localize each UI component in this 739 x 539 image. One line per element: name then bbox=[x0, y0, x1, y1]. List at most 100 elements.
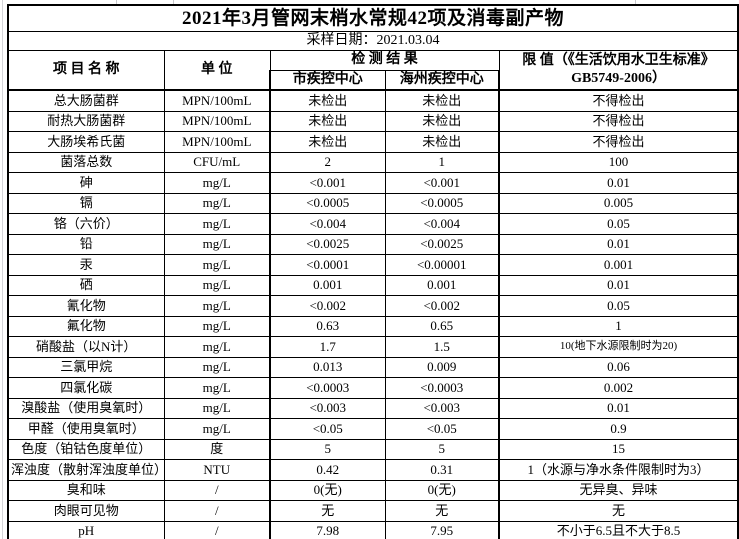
unit-cell: mg/L bbox=[163, 233, 271, 255]
haizhou-cdc-result-cell: 7.95 bbox=[384, 520, 500, 539]
param-name-cell: 硝酸盐（以N计） bbox=[7, 336, 165, 358]
param-name-cell: 铬（六价） bbox=[7, 213, 165, 235]
limit-cell: 0.005 bbox=[497, 192, 739, 214]
haizhou-cdc-result-cell: 1 bbox=[384, 151, 500, 173]
sampling-date: 采样日期：2021.03.04 bbox=[7, 31, 739, 51]
limit-cell: 0.06 bbox=[497, 356, 739, 378]
unit-cell: / bbox=[163, 500, 271, 522]
excel-gridline-top-3 bbox=[635, 0, 636, 4]
city-cdc-result-cell: 0.42 bbox=[269, 459, 386, 481]
city-cdc-result-cell: 1.7 bbox=[269, 336, 386, 358]
unit-cell: mg/L bbox=[163, 356, 271, 378]
limit-cell: 0.05 bbox=[497, 295, 739, 317]
city-cdc-result-cell: 0.001 bbox=[269, 274, 386, 296]
param-name-cell: 菌落总数 bbox=[7, 151, 165, 173]
table-row: 浑浊度（散射浑浊度单位） NTU 0.42 0.31 1（水源与净水条件限制时为… bbox=[7, 459, 739, 481]
haizhou-cdc-result-cell: <0.003 bbox=[384, 397, 500, 419]
water-quality-table: 2021年3月管网末梢水常规42项及消毒副产物 采样日期：2021.03.04 … bbox=[7, 4, 739, 539]
limit-cell: 10(地下水源限制时为20) bbox=[497, 336, 739, 358]
param-name-cell: 镉 bbox=[7, 192, 165, 214]
param-name-cell: 四氯化碳 bbox=[7, 377, 165, 399]
limit-cell: 0.01 bbox=[497, 274, 739, 296]
unit-cell: MPN/100mL bbox=[163, 110, 271, 132]
haizhou-cdc-result-cell: 0.009 bbox=[384, 356, 500, 378]
page-title: 2021年3月管网末梢水常规42项及消毒副产物 bbox=[7, 4, 739, 32]
city-cdc-result-cell: <0.0003 bbox=[269, 377, 386, 399]
unit-cell: MPN/100mL bbox=[163, 89, 271, 112]
table-body: 总大肠菌群 MPN/100mL 未检出 未检出 不得检出 耐热大肠菌群 MPN/… bbox=[7, 89, 739, 539]
city-cdc-result-cell: <0.0005 bbox=[269, 192, 386, 214]
haizhou-cdc-result-cell: 0.65 bbox=[384, 315, 500, 337]
unit-cell: CFU/mL bbox=[163, 151, 271, 173]
limit-cell: 100 bbox=[497, 151, 739, 173]
city-cdc-result-cell: 5 bbox=[269, 438, 386, 460]
table-row: 铅 mg/L <0.0025 <0.0025 0.01 bbox=[7, 233, 739, 255]
city-cdc-result-cell: 未检出 bbox=[269, 89, 386, 112]
param-name-cell: 肉眼可见物 bbox=[7, 500, 165, 522]
table-row: 砷 mg/L <0.001 <0.001 0.01 bbox=[7, 172, 739, 194]
excel-gridline-top-2 bbox=[173, 0, 174, 4]
unit-cell: mg/L bbox=[163, 397, 271, 419]
haizhou-cdc-result-cell: <0.05 bbox=[384, 418, 500, 440]
col-header-city-cdc: 市疾控中心 bbox=[269, 69, 386, 91]
limit-header-line2: GB5749-2006） bbox=[571, 70, 666, 86]
param-name-cell: 硒 bbox=[7, 274, 165, 296]
city-cdc-result-cell: 未检出 bbox=[269, 110, 386, 132]
limit-header-line1: 限 值（《生活饮用水卫生标准》 bbox=[522, 53, 715, 69]
haizhou-cdc-result-cell: 1.5 bbox=[384, 336, 500, 358]
unit-cell: / bbox=[163, 520, 271, 539]
city-cdc-result-cell: 2 bbox=[269, 151, 386, 173]
city-cdc-result-cell: <0.002 bbox=[269, 295, 386, 317]
unit-cell: mg/L bbox=[163, 315, 271, 337]
unit-cell: / bbox=[163, 479, 271, 501]
haizhou-cdc-result-cell: <0.0025 bbox=[384, 233, 500, 255]
haizhou-cdc-result-cell: <0.0005 bbox=[384, 192, 500, 214]
param-name-cell: 汞 bbox=[7, 254, 165, 276]
limit-cell: 不小于6.5且不大于8.5 bbox=[497, 520, 739, 539]
table-header: 2021年3月管网末梢水常规42项及消毒副产物 采样日期：2021.03.04 … bbox=[7, 4, 739, 91]
limit-cell: 0.01 bbox=[497, 233, 739, 255]
title-row: 2021年3月管网末梢水常规42项及消毒副产物 bbox=[7, 4, 739, 32]
limit-cell: 0.01 bbox=[497, 172, 739, 194]
col-header-unit: 单 位 bbox=[163, 49, 271, 91]
param-name-cell: 色度（铂钴色度单位） bbox=[7, 438, 165, 460]
table-row: 溴酸盐（使用臭氧时） mg/L <0.003 <0.003 0.01 bbox=[7, 397, 739, 419]
haizhou-cdc-result-cell: 0(无) bbox=[384, 479, 500, 501]
haizhou-cdc-result-cell: <0.00001 bbox=[384, 254, 500, 276]
limit-cell: 不得检出 bbox=[497, 89, 739, 112]
table-row: 臭和味 / 0(无) 0(无) 无异臭、异味 bbox=[7, 479, 739, 501]
city-cdc-result-cell: 未检出 bbox=[269, 131, 386, 153]
table-row: 铬（六价） mg/L <0.004 <0.004 0.05 bbox=[7, 213, 739, 235]
col-header-limit: 限 值（《生活饮用水卫生标准》 GB5749-2006） bbox=[498, 49, 739, 91]
limit-cell: 1 bbox=[497, 315, 739, 337]
table-row: 三氯甲烷 mg/L 0.013 0.009 0.06 bbox=[7, 356, 739, 378]
limit-cell: 0.05 bbox=[497, 213, 739, 235]
unit-cell: mg/L bbox=[163, 192, 271, 214]
param-name-cell: 砷 bbox=[7, 172, 165, 194]
haizhou-cdc-result-cell: <0.004 bbox=[384, 213, 500, 235]
table-row: 氟化物 mg/L 0.63 0.65 1 bbox=[7, 315, 739, 337]
param-name-cell: 浑浊度（散射浑浊度单位） bbox=[7, 459, 165, 481]
unit-cell: mg/L bbox=[163, 336, 271, 358]
table-row: 四氯化碳 mg/L <0.0003 <0.0003 0.002 bbox=[7, 377, 739, 399]
table-row: 色度（铂钴色度单位） 度 5 5 15 bbox=[7, 438, 739, 460]
excel-gridline-top-1 bbox=[116, 0, 117, 4]
limit-cell: 0.01 bbox=[497, 397, 739, 419]
unit-cell: mg/L bbox=[163, 254, 271, 276]
param-name-cell: 耐热大肠菌群 bbox=[7, 110, 165, 132]
limit-cell: 无异臭、异味 bbox=[497, 479, 739, 501]
table-row: 菌落总数 CFU/mL 2 1 100 bbox=[7, 151, 739, 173]
param-name-cell: 溴酸盐（使用臭氧时） bbox=[7, 397, 165, 419]
haizhou-cdc-result-cell: 5 bbox=[384, 438, 500, 460]
unit-cell: 度 bbox=[163, 438, 271, 460]
unit-cell: mg/L bbox=[163, 274, 271, 296]
table-row: 耐热大肠菌群 MPN/100mL 未检出 未检出 不得检出 bbox=[7, 110, 739, 132]
excel-gridline-left bbox=[2, 0, 3, 539]
city-cdc-result-cell: 0(无) bbox=[269, 479, 386, 501]
limit-cell: 15 bbox=[497, 438, 739, 460]
limit-cell: 1（水源与净水条件限制时为3） bbox=[497, 459, 739, 481]
header-row-1: 项 目 名 称 单 位 检 测 结 果 限 值（《生活饮用水卫生标准》 GB57… bbox=[7, 49, 739, 91]
limit-cell: 0.001 bbox=[497, 254, 739, 276]
unit-cell: mg/L bbox=[163, 377, 271, 399]
